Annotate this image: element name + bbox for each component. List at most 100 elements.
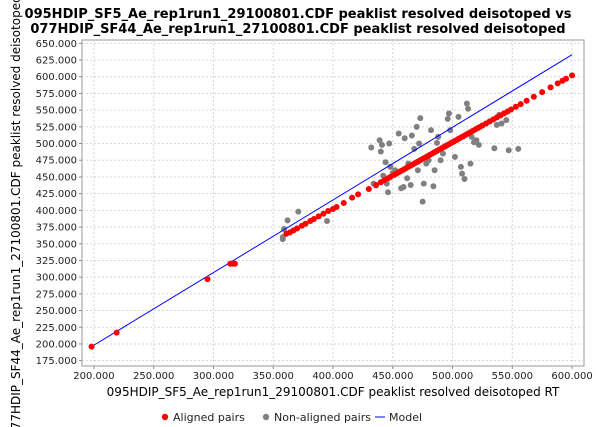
y-tick-label: 350.000	[36, 239, 77, 250]
non-aligned-pair-point	[430, 183, 437, 190]
aligned-pair-point	[88, 343, 95, 350]
x-tick-label: 300.000	[193, 371, 234, 382]
y-tick-label: 175.000	[36, 356, 77, 367]
x-tick-label: 200.000	[73, 371, 114, 382]
non-aligned-pair-point	[413, 123, 420, 130]
aligned-pair-point	[530, 93, 537, 100]
legend: Aligned pairs Non-aligned pairs Model	[161, 411, 422, 424]
y-tick-label: 450.000	[36, 172, 77, 183]
non-aligned-pair-point	[491, 145, 498, 152]
x-axis-label: 095HDIP_SF5_Ae_rep1run1_29100801.CDF pea…	[107, 385, 560, 399]
aligned-pair-point	[333, 204, 340, 211]
non-aligned-pair-point	[455, 113, 462, 120]
non-aligned-pair-point	[386, 140, 393, 147]
non-aligned-pair-point	[384, 189, 391, 196]
non-aligned-pair-point	[439, 150, 446, 157]
x-tick-label: 550.000	[492, 371, 533, 382]
aligned-pair-point	[517, 101, 524, 108]
aligned-pair-point	[373, 181, 380, 188]
non-aligned-pair-point	[400, 183, 407, 190]
non-aligned-pair-point	[459, 170, 466, 177]
non-aligned-pair-point	[419, 198, 426, 205]
y-tick-label: 475.000	[36, 156, 77, 167]
aligned-pair-point	[539, 89, 546, 96]
non-aligned-pair-point	[444, 115, 451, 122]
aligned-pair-point	[508, 106, 515, 113]
x-axis: 200.000 250.000 300.000 350.000 400.000 450.0…	[73, 366, 593, 382]
non-aligned-pair-point	[473, 137, 480, 144]
non-aligned-pair-point	[420, 180, 427, 187]
aligned-pair-point	[523, 97, 530, 104]
aligned-pair-point	[365, 185, 372, 192]
non-aligned-pair-point	[407, 181, 414, 188]
non-aligned-pair-point	[295, 208, 302, 215]
x-tick-label: 250.000	[133, 371, 174, 382]
aligned-pair-point	[113, 329, 120, 336]
y-tick-label: 425.000	[36, 189, 77, 200]
x-tick-label: 600.000	[551, 371, 592, 382]
non-aligned-pair-point	[433, 139, 440, 146]
non-aligned-pair-point	[368, 144, 375, 151]
legend-item-label: Non-aligned pairs	[274, 411, 371, 424]
y-tick-label: 575.000	[36, 89, 77, 100]
non-aligned-pair-point	[493, 121, 500, 128]
legend-non-aligned-swatch	[262, 413, 270, 421]
aligned-pair-point	[325, 208, 332, 215]
legend-item-label: Model	[389, 411, 422, 424]
non-aligned-pair-point	[379, 141, 386, 148]
aligned-pair-point	[310, 216, 317, 223]
y-tick-label: 400.000	[36, 206, 77, 217]
non-aligned-pair-point	[475, 141, 482, 148]
non-aligned-pair-point	[416, 140, 423, 147]
aligned-pair-point	[320, 210, 327, 217]
y-tick-label: 250.000	[36, 306, 77, 317]
non-aligned-pair-point	[428, 127, 435, 134]
y-tick-label: 300.000	[36, 273, 77, 284]
non-aligned-pair-point	[408, 132, 415, 139]
non-aligned-pair-point	[324, 218, 331, 225]
y-axis: 175.000 200.000 225.000 250.000 275.000 300.0…	[36, 39, 82, 367]
non-aligned-pair-point	[451, 153, 458, 160]
y-tick-label: 200.000	[36, 339, 77, 350]
legend-item-label: Aligned pairs	[173, 411, 245, 424]
model-line	[91, 54, 573, 348]
aligned-pair-point	[302, 220, 309, 227]
aligned-pair-point	[547, 84, 554, 91]
aligned-pair-point	[554, 80, 561, 87]
non-aligned-pair-point	[461, 175, 468, 182]
non-aligned-pair-point	[505, 147, 512, 154]
non-aligned-pair-point	[411, 145, 418, 152]
non-aligned-pair-point	[457, 163, 464, 170]
non-aligned-pair-point	[284, 217, 291, 224]
non-aligned-pair-point	[447, 127, 454, 134]
non-aligned-pair-point	[417, 115, 424, 122]
aligned-pair-point	[569, 72, 576, 79]
non-aligned-pair-point	[376, 137, 383, 144]
non-aligned-pair-point	[467, 160, 474, 167]
chart-title-line1: 095HDIP_SF5_Ae_rep1run1_29100801.CDF pea…	[25, 7, 572, 22]
x-tick-label: 400.000	[312, 371, 353, 382]
plot-area	[81, 39, 585, 367]
y-tick-label: 600.000	[36, 72, 77, 83]
y-axis-label: 77HDIP_SF44_Ae_rep1run1_27100801.CDF pea…	[9, 0, 23, 427]
y-tick-label: 500.000	[36, 139, 77, 150]
y-tick-label: 375.000	[36, 223, 77, 234]
non-aligned-pair-point	[404, 175, 411, 182]
non-aligned-pair-point	[465, 105, 472, 112]
y-tick-label: 650.000	[36, 39, 77, 50]
aligned-pair-point	[563, 75, 570, 82]
non-aligned-pair-point	[498, 120, 505, 127]
x-tick-label: 350.000	[253, 371, 294, 382]
non-aligned-pair-point	[431, 167, 438, 174]
aligned-pair-point	[231, 260, 238, 267]
aligned-pair-point	[355, 191, 362, 198]
y-tick-label: 550.000	[36, 106, 77, 117]
aligned-pair-point	[204, 276, 211, 283]
non-aligned-pair-point	[437, 157, 444, 164]
aligned-pair-point	[512, 103, 519, 110]
non-aligned-pair-point	[401, 135, 408, 142]
aligned-pair-point	[349, 194, 356, 201]
legend-aligned-swatch	[161, 413, 169, 421]
x-tick-label: 500.000	[432, 371, 473, 382]
